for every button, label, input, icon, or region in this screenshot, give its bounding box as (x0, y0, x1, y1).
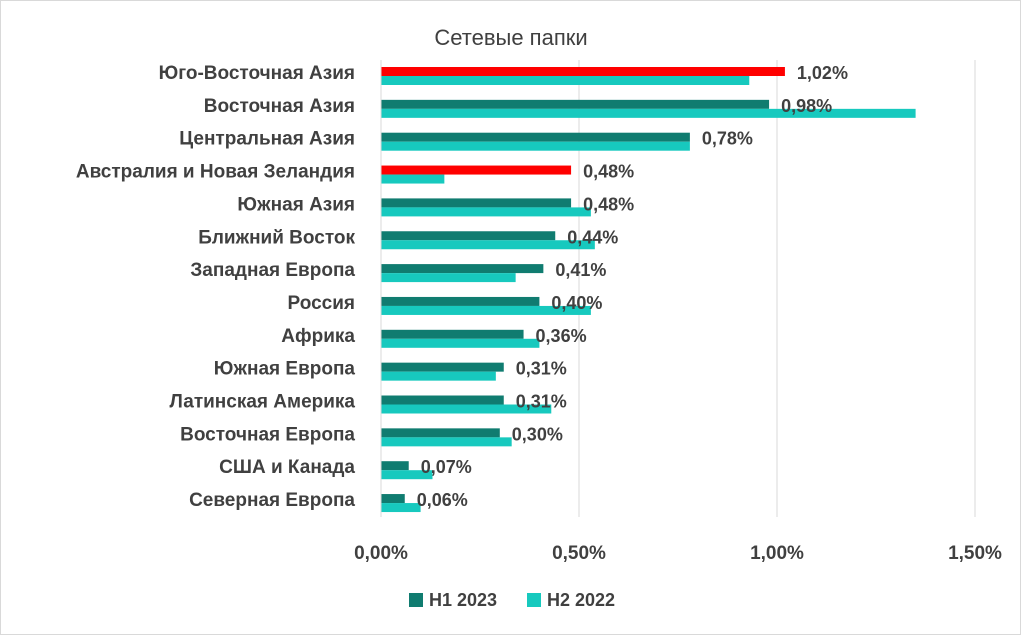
bar-h1-2023 (381, 67, 785, 76)
x-tick-label: 1,00% (750, 543, 804, 564)
data-label: 0,07% (421, 457, 472, 477)
category-label: Южная Азия (237, 194, 355, 215)
legend-swatch-h1-2023 (409, 593, 423, 607)
bar-h1-2023 (381, 461, 409, 471)
data-label: 0,98% (781, 96, 832, 116)
bar-h1-2023 (381, 395, 504, 405)
data-label: 0,06% (417, 490, 468, 510)
data-label: 0,31% (516, 392, 567, 412)
bar-h1-2023 (381, 198, 572, 208)
category-label: Восточная Азия (204, 96, 355, 117)
data-label: 0,30% (512, 424, 563, 444)
category-label: Россия (288, 293, 355, 314)
bar-h2-2022 (381, 437, 512, 447)
bars-layer (381, 67, 916, 513)
bar-h1-2023 (381, 99, 770, 109)
category-label: Восточная Европа (180, 424, 355, 445)
bar-h2-2022 (381, 371, 496, 381)
bar-h2-2022 (381, 404, 552, 414)
bar-h2-2022 (381, 470, 433, 480)
bar-h2-2022 (381, 76, 750, 85)
bar-h1-2023 (381, 362, 504, 372)
data-label: 0,78% (702, 129, 753, 149)
x-tick-label: 1,50% (948, 543, 1002, 564)
category-label: США и Канада (219, 457, 355, 478)
bar-h2-2022 (381, 207, 591, 217)
category-label: Юго-Восточная Азия (159, 63, 355, 84)
legend-label-h1-2023: H1 2023 (429, 590, 497, 610)
category-label: Центральная Азия (179, 129, 355, 150)
bar-h1-2023 (381, 494, 405, 504)
data-label: 0,31% (516, 359, 567, 379)
legend: H1 2023 H2 2022 (409, 590, 615, 610)
data-label: 1,02% (797, 63, 848, 83)
bar-h1-2023 (381, 231, 556, 241)
category-label: Западная Европа (190, 260, 355, 281)
legend-swatch-h2-2022 (527, 593, 541, 607)
data-label: 0,40% (551, 293, 602, 313)
data-label: 0,44% (567, 227, 618, 247)
grid-layer (578, 60, 976, 517)
category-label: Австралия и Новая Зеландия (76, 162, 355, 183)
bar-h2-2022 (381, 141, 690, 151)
category-label: Ближний Восток (198, 227, 355, 248)
bar-h2-2022 (381, 273, 516, 283)
labels-layer: Юго-Восточная Азия 1,02% Восточная Азия 0,9… (76, 63, 848, 511)
bar-h1-2023 (381, 132, 690, 142)
bar-h1-2023 (381, 296, 540, 306)
bar-h1-2023 (381, 428, 500, 438)
bar-h2-2022 (381, 338, 540, 348)
x-tick-label: 0,50% (552, 543, 606, 564)
bar-h2-2022 (381, 108, 916, 118)
data-label: 0,41% (555, 260, 606, 280)
category-label: Африка (281, 326, 355, 347)
chart-title: Сетевые папки (434, 25, 587, 50)
axis-layer: 0,00% 0,50% 1,00% 1,50% (354, 60, 1002, 564)
data-label: 0,48% (583, 162, 634, 182)
category-label: Южная Европа (214, 359, 356, 380)
category-label: Латинская Америка (169, 392, 355, 413)
category-label: Северная Европа (189, 490, 355, 511)
bar-h2-2022 (381, 174, 445, 184)
x-tick-label: 0,00% (354, 543, 408, 564)
legend-label-h2-2022: H2 2022 (547, 590, 615, 610)
data-label: 0,48% (583, 194, 634, 214)
bar-h1-2023 (381, 329, 524, 339)
bar-h2-2022 (381, 305, 591, 315)
bar-h1-2023 (381, 264, 544, 274)
bar-h2-2022 (381, 503, 421, 513)
bar-h2-2022 (381, 240, 595, 250)
data-label: 0,36% (536, 326, 587, 346)
bar-h1-2023 (381, 165, 572, 175)
